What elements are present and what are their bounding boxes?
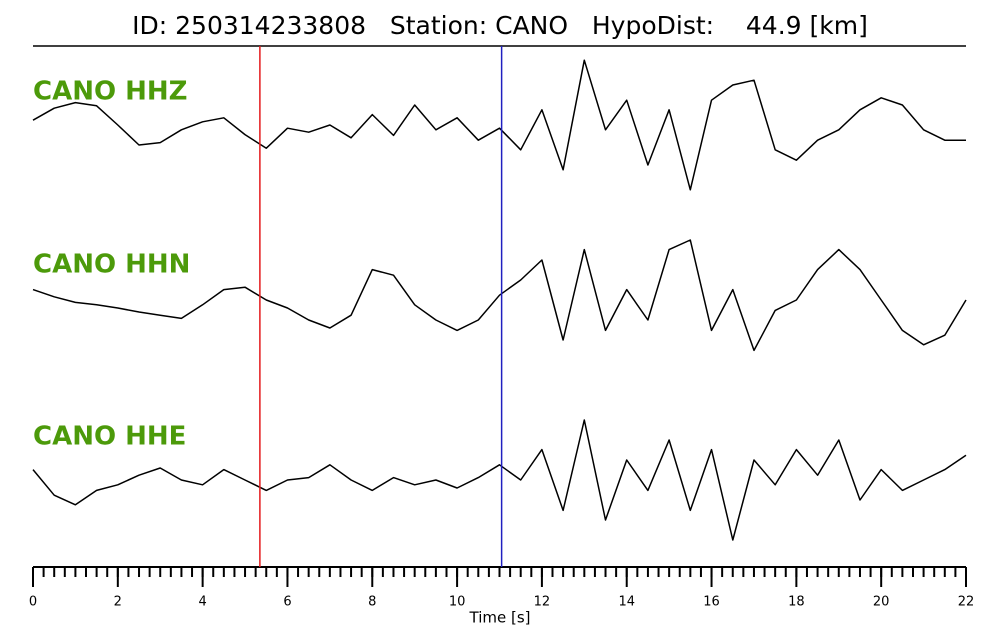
- x-tick-label: 22: [958, 595, 975, 610]
- x-axis-label: Time [s]: [469, 609, 531, 627]
- trace-label: CANO HHE: [33, 422, 186, 452]
- x-tick-label: 0: [29, 595, 37, 610]
- chart-title: ID: 250314233808 Station: CANO HypoDist:…: [132, 11, 868, 40]
- x-tick-label: 6: [283, 595, 291, 610]
- trace-label: CANO HHZ: [33, 77, 188, 107]
- x-tick-label: 16: [703, 595, 720, 610]
- x-tick-label: 14: [618, 595, 635, 610]
- x-tick-label: 18: [788, 595, 805, 610]
- x-tick-label: 8: [368, 595, 376, 610]
- x-tick-label: 4: [198, 595, 206, 610]
- waveform: [32, 59, 966, 191]
- waveform: [32, 419, 967, 541]
- x-tick-label: 20: [873, 595, 890, 610]
- x-tick-label: 2: [114, 595, 122, 610]
- waveform: [32, 239, 967, 352]
- x-tick-label: 10: [449, 595, 466, 610]
- x-tick-label: 12: [534, 595, 551, 610]
- trace-label: CANO HHN: [33, 250, 190, 280]
